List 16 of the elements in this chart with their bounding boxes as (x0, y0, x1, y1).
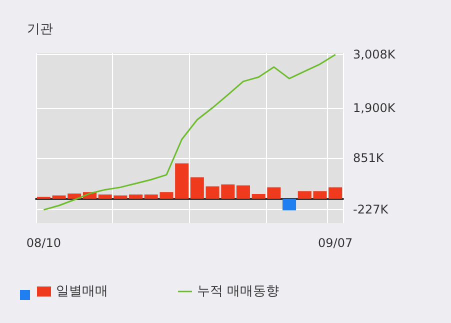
chart-title: 기관 (27, 22, 53, 37)
legend-label: 일별매매 (56, 284, 108, 299)
y-tick-label: -227K (353, 202, 390, 217)
y-tick-label: 851K (353, 151, 385, 166)
x-tick-label: 08/10 (26, 236, 61, 250)
line-series (42, 54, 336, 211)
bar (328, 187, 342, 199)
bar (190, 177, 204, 199)
x-tick-label: 09/07 (318, 236, 353, 250)
bar (175, 163, 189, 199)
bar (236, 185, 250, 199)
y-tick-label: 3,008K (353, 48, 396, 62)
legend-label: 누적 매매동향 (197, 284, 280, 299)
bar (129, 194, 143, 199)
y-tick-label: 1,900K (353, 100, 396, 115)
bar (282, 198, 296, 210)
